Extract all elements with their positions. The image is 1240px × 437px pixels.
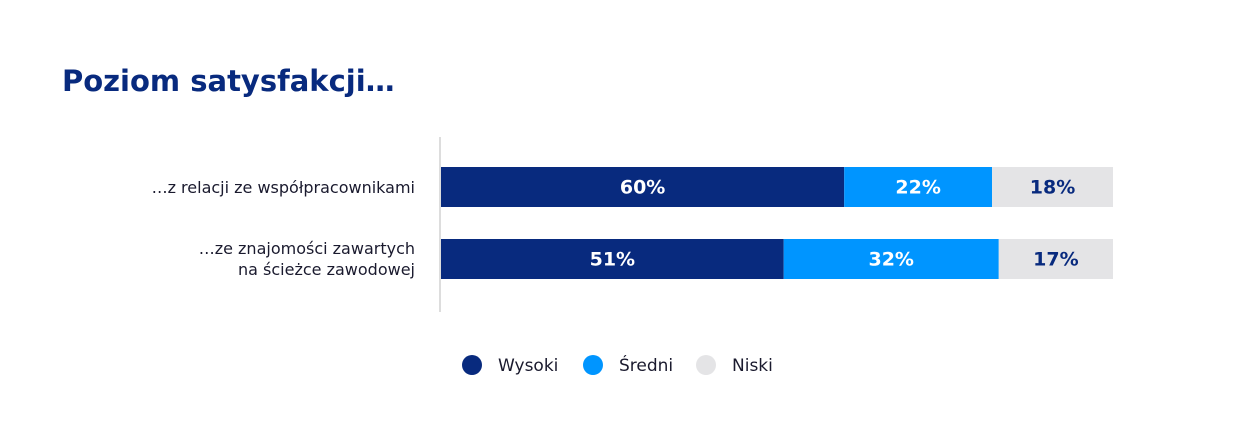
- value-label: 32%: [868, 249, 913, 271]
- bar-segment: [441, 167, 845, 207]
- value-label: 22%: [895, 177, 940, 199]
- value-label: 17%: [1033, 249, 1078, 271]
- legend-label: Średni: [619, 354, 673, 376]
- category-label: …z relacji ze współpracownikami: [151, 177, 415, 197]
- legend-marker: [583, 355, 603, 375]
- value-label: 51%: [590, 249, 635, 271]
- bar-segment: [992, 167, 1113, 207]
- legend-marker: [462, 355, 482, 375]
- value-label: 60%: [620, 177, 665, 199]
- bar-segment: [441, 239, 784, 279]
- value-label: 18%: [1030, 177, 1075, 199]
- bar-segment: [844, 167, 993, 207]
- legend-label: Wysoki: [498, 356, 558, 376]
- bar-segment: [998, 239, 1113, 279]
- chart-title: Poziom satysfakcji…: [62, 64, 395, 98]
- legend-marker: [696, 355, 716, 375]
- category-label: …ze znajomości zawartych na ścieżce zawo…: [198, 239, 415, 279]
- bar-segment: [783, 239, 999, 279]
- legend-label: Niski: [732, 356, 773, 376]
